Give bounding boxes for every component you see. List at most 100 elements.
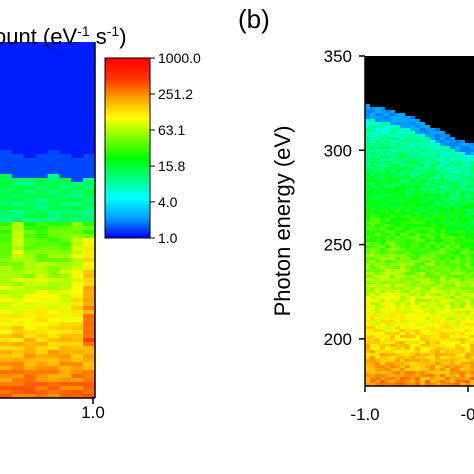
heatmap-a-cell [71,222,84,227]
heatmap-b-cell [385,176,391,180]
heatmap-b-cell [380,158,386,162]
heatmap-b-cell [390,227,396,231]
heatmap-b-cell [395,284,401,288]
heatmap-b-cell [405,119,411,123]
heatmap-a-cell [11,90,25,95]
heatmap-b-cell [460,164,466,168]
heatmap-a-cell [11,326,25,331]
heatmap-a-cell [0,146,13,151]
heatmap-b-cell [425,113,431,117]
heatmap-b-cell [380,251,386,255]
heatmap-a-cell [59,142,72,147]
heatmap-b-cell [465,317,471,321]
heatmap-b-cell [365,302,371,306]
heatmap-a-cell [47,194,60,199]
heatmap-b-cell [420,278,426,282]
heatmap-b-cell [410,242,416,246]
heatmap-b-cell [405,80,411,84]
heatmap-b-cell [380,125,386,129]
heatmap-b-cell [395,230,401,234]
heatmap-a-cell [71,190,84,195]
heatmap-b-cell [450,266,456,270]
heatmap-b-cell [410,194,416,198]
heatmap-b-cell [450,185,456,189]
heatmap-b-cell [445,176,451,180]
heatmap-b-cell [455,248,461,252]
heatmap-b-cell [460,302,466,306]
heatmap-b-cell [420,179,426,183]
heatmap-b-cell [440,326,446,330]
heatmap-b-cell [470,149,474,153]
heatmap-b-cell [410,164,416,168]
heatmap-b-cell [375,170,381,174]
heatmap-b-cell [415,89,421,93]
heatmap-a-cell [59,262,72,267]
heatmap-b-cell [430,134,436,138]
heatmap-b-cell [465,158,471,162]
heatmap-b-cell [400,326,406,330]
heatmap-a-cell [83,330,95,335]
heatmap-b-cell [420,182,426,186]
heatmap-b-cell [440,296,446,300]
heatmap-b-cell [455,170,461,174]
heatmap-a-cell [0,134,13,139]
heatmap-b-cell [455,281,461,285]
heatmap-b-cell [370,278,376,282]
heatmap-b-cell [435,77,441,81]
heatmap-b-cell [430,104,436,108]
heatmap-b-cell [450,296,456,300]
heatmap-b-cell [455,356,461,360]
heatmap-b-cell [365,113,371,117]
heatmap-a-cell [11,146,25,151]
heatmap-b-cell [385,377,391,381]
heatmap-a-cell [47,202,60,207]
heatmap-b-cell [395,218,401,222]
heatmap-a-cell [47,54,60,59]
heatmap-b-cell [370,272,376,276]
heatmap-b-cell [370,188,376,192]
heatmap-a-cell [11,70,25,75]
heatmap-b-cell [400,251,406,255]
heatmap-b-cell [395,314,401,318]
heatmap-b-cell [420,215,426,219]
heatmap-b-cell [445,281,451,285]
heatmap-b-cell [400,128,406,132]
heatmap-b-cell [445,164,451,168]
heatmap-b-cell [440,368,446,372]
heatmap-b-cell [385,284,391,288]
heatmap-b-cell [365,245,371,249]
heatmap-b-cell [385,161,391,165]
heatmap-b-cell [410,377,416,381]
heatmap-b-cell [385,179,391,183]
heatmap-b-cell [425,191,431,195]
heatmap-b-cell [470,98,474,102]
heatmap-b-cell [370,107,376,111]
heatmap-b-cell [425,71,431,75]
heatmap-b-cell [470,104,474,108]
heatmap-b-cell [415,275,421,279]
heatmap-b-cell [430,107,436,111]
heatmap-b-cell [445,65,451,69]
heatmap-b-cell [470,290,474,294]
heatmap-a-cell [0,230,13,235]
heatmap-a-cell [71,314,84,319]
heatmap-a-cell [47,154,60,159]
heatmap-b-cell [420,362,426,366]
heatmap-b-cell [395,368,401,372]
heatmap-b-cell [440,104,446,108]
heatmap-b-cell [435,371,441,375]
heatmap-b-cell [390,74,396,78]
heatmap-b-cell [390,92,396,96]
heatmap-b-cell [430,278,436,282]
heatmap-b-cell [405,359,411,363]
heatmap-a-cell [0,386,13,391]
heatmap-a-cell [35,350,49,355]
heatmap-a-cell [11,218,25,223]
heatmap-a-cell [23,262,37,267]
heatmap-b-cell [405,254,411,258]
heatmap-a-cell [11,122,25,127]
heatmap-b-cell [460,206,466,210]
heatmap-b-cell [450,128,456,132]
heatmap-b-cell [395,305,401,309]
heatmap-a-cell [23,298,37,303]
